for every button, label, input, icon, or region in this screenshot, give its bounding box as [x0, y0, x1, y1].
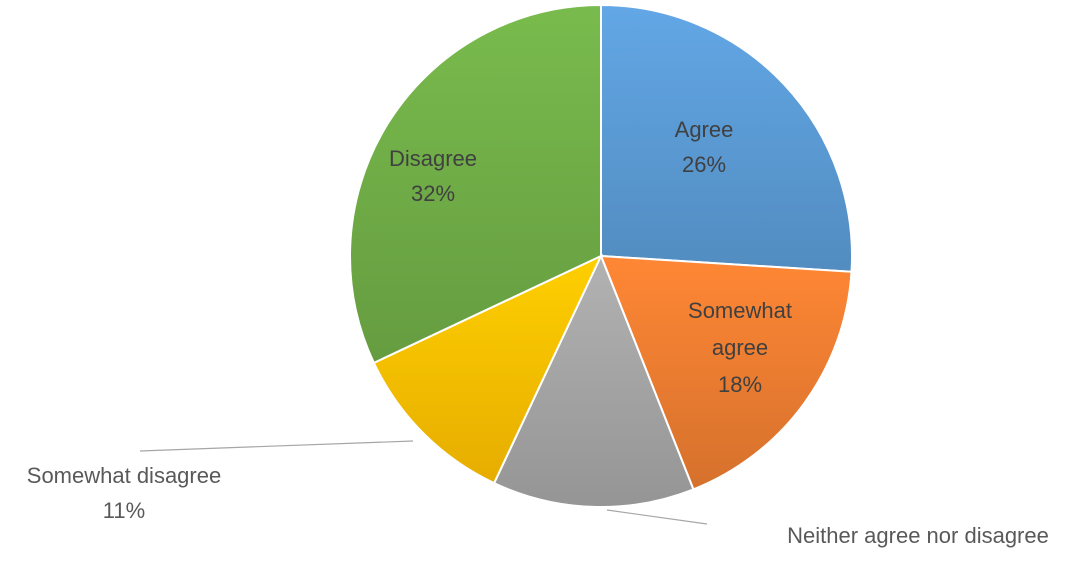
data-label-category-agree: Agree: [675, 117, 734, 142]
leader-line-somewhat-disagree: [139, 440, 414, 452]
leader-line-neither-agree-nor-disagree: [606, 509, 708, 525]
pie-slice-disagree: [349, 3, 602, 365]
labels-layer: Agree 26% Somewhat agree 18% Neither agree no…: [27, 117, 1049, 561]
pie-slice-agree: [600, 3, 853, 273]
data-label-category-somewhat-agree: agree: [712, 335, 768, 360]
data-label-category-neither-agree-nor-disagree: Neither agree nor disagree: [787, 523, 1049, 548]
data-label-value-agree: 26%: [682, 152, 726, 177]
data-label-category-somewhat-agree: Somewhat: [688, 298, 792, 323]
data-label-value-somewhat-disagree: 11%: [103, 498, 145, 523]
data-label-category-somewhat-disagree: Somewhat disagree: [27, 463, 221, 488]
leader-lines-layer: [139, 440, 708, 525]
data-label-value-disagree: 32%: [411, 181, 455, 206]
pie-slice-somewhat-disagree: [372, 253, 604, 485]
pie-slice-neither-agree-nor-disagree: [492, 253, 695, 508]
slices-layer: [349, 3, 853, 508]
data-label-value-somewhat-agree: 18%: [718, 372, 762, 397]
data-label-category-disagree: Disagree: [389, 146, 477, 171]
pie-slice-somewhat-agree: [599, 254, 853, 491]
